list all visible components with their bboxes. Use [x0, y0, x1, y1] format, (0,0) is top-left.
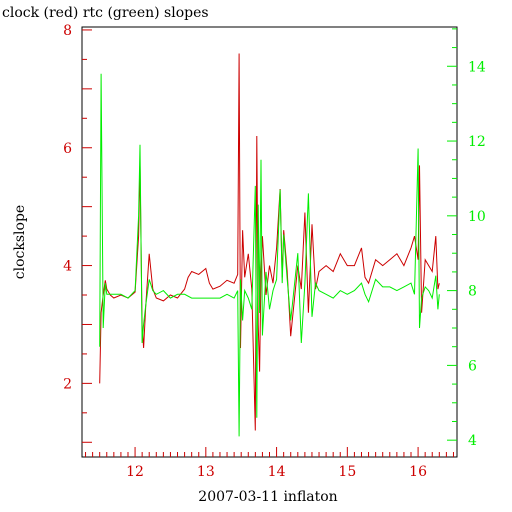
left-axis-tick-label: 8 [63, 23, 72, 39]
right-axis-tick-label: 12 [468, 134, 486, 150]
bottom-axis-tick-label: 13 [197, 464, 215, 480]
chart-title: clock (red) rtc (green) slopes [2, 5, 209, 21]
bottom-axis-ticks: 12 13 14 15 16 [85, 447, 454, 480]
series-line-rtc [99, 73, 440, 437]
left-axis-tick-label: 6 [63, 141, 72, 157]
right-axis-tick-label: 4 [468, 433, 477, 449]
plot-series [99, 53, 440, 437]
y-axis-label: clockslope [12, 205, 28, 279]
bottom-axis-tick-label: 12 [126, 464, 144, 480]
bottom-axis-tick-label: 15 [338, 464, 356, 480]
left-axis-tick-label: 2 [63, 376, 72, 392]
right-axis-tick-label: 6 [468, 358, 477, 374]
left-axis-tick-label: 4 [63, 259, 72, 275]
series-line-clock [99, 53, 440, 431]
right-axis-tick-label: 10 [468, 209, 486, 225]
left-axis-ticks: 2 4 6 8 [63, 23, 92, 443]
bottom-axis-tick-label: 14 [268, 464, 286, 480]
bottom-axis-tick-label: 16 [409, 464, 427, 480]
x-axis-label: 2007-03-11 inflaton [198, 489, 337, 505]
right-axis-tick-label: 14 [468, 59, 486, 75]
right-axis-tick-label: 8 [468, 284, 477, 300]
right-axis-ticks: 4 6 8 10 12 14 [447, 28, 486, 449]
